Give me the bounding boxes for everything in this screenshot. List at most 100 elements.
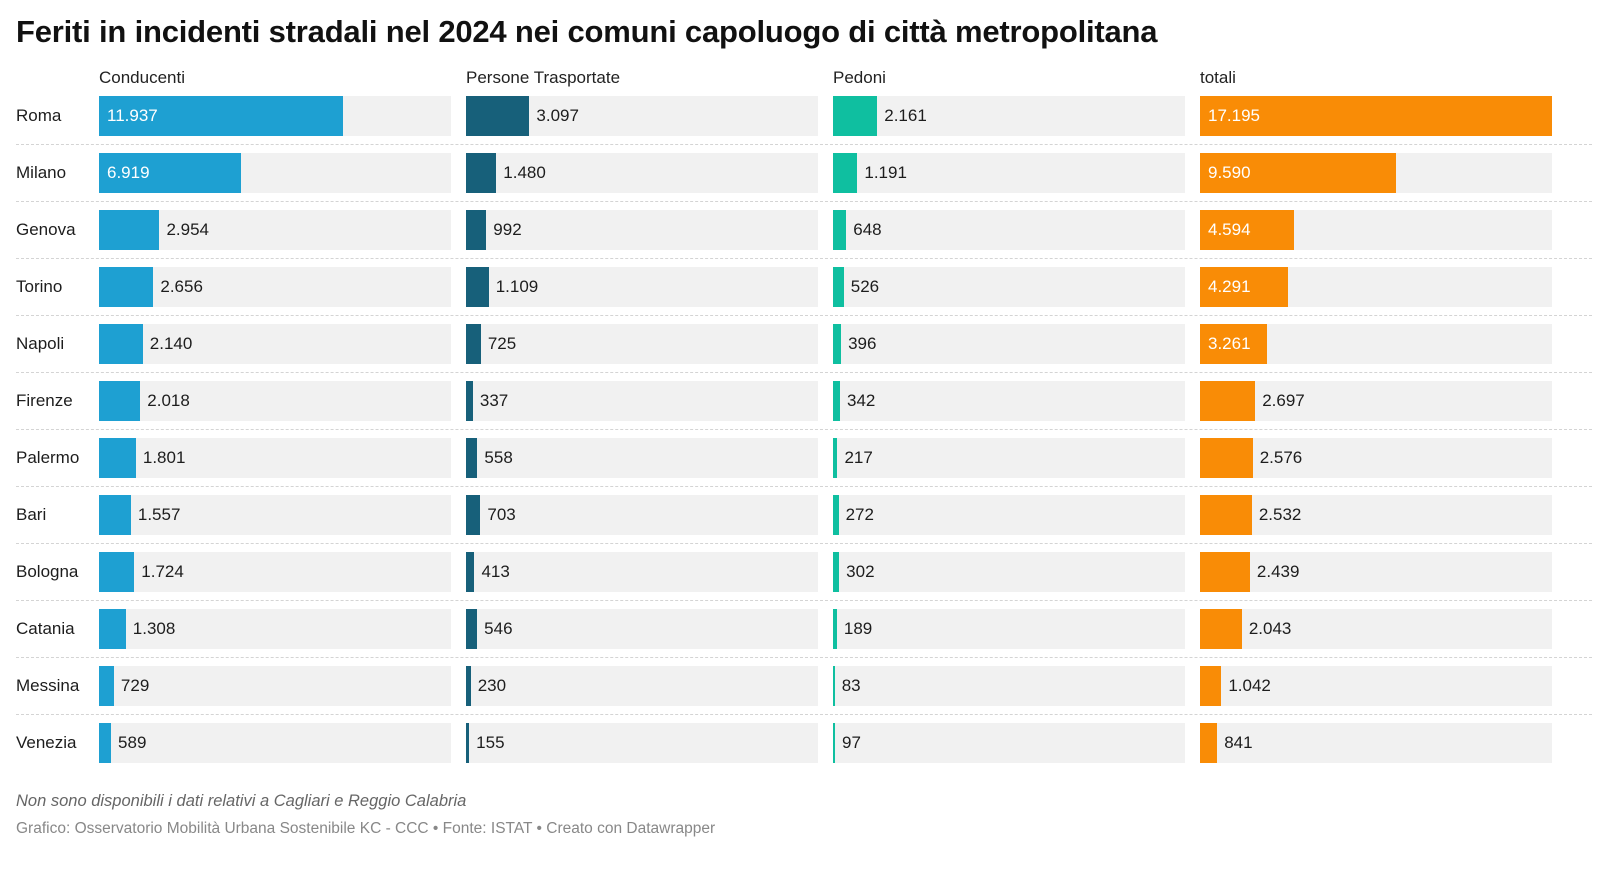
value-label: 725: [487, 334, 517, 353]
value-label: 337: [479, 391, 509, 410]
bar-conducenti-venezia: [99, 723, 112, 763]
value-label: 1.308: [132, 619, 176, 638]
value-label: 558: [484, 448, 513, 467]
bar-conducenti-genova: [99, 210, 160, 250]
value-label: 546: [484, 619, 513, 638]
bar-persone-trasportate-milano: [466, 153, 497, 193]
bar-pedoni-napoli: [833, 324, 842, 364]
value-label: 2.161: [884, 106, 927, 125]
value-label: 2.954: [166, 220, 210, 239]
value-label: 1.724: [141, 562, 184, 581]
bar-track: 558: [466, 438, 818, 478]
bar-track: 841: [1200, 723, 1552, 763]
row-label-venezia: Venezia: [16, 733, 77, 752]
value-label: 230: [477, 676, 507, 695]
bar-track: 2.161: [833, 96, 1185, 136]
bar-track: 1.042: [1200, 666, 1552, 706]
bar-track: 1.801: [99, 438, 451, 478]
column-header-pedoni: Pedoni: [833, 68, 886, 87]
bar-track: 3.261: [1200, 324, 1552, 364]
bar-track: 337: [466, 381, 818, 421]
bar-conducenti-firenze: [99, 381, 141, 421]
bar-totali-messina: [1200, 666, 1222, 706]
value-label: 17.195: [1208, 106, 1260, 125]
value-label: 342: [847, 391, 876, 410]
bar-track: 546: [466, 609, 818, 649]
value-label: 9.590: [1208, 163, 1251, 182]
row-label-bari: Bari: [16, 505, 47, 524]
value-label: 2.532: [1258, 505, 1302, 524]
bar-totali-catania: [1200, 609, 1242, 649]
row-separator: [16, 201, 1592, 202]
bar-track: 2.954: [99, 210, 451, 250]
row-label-roma: Roma: [16, 106, 62, 125]
bar-track: 725: [466, 324, 818, 364]
bar-track: 2.656: [99, 267, 451, 307]
value-label: 2.656: [160, 277, 203, 296]
bar-totali-torino: [1200, 267, 1288, 307]
row-label-milano: Milano: [16, 163, 67, 182]
value-label: 4.594: [1208, 220, 1251, 239]
bar-totali-genova: [1200, 210, 1295, 250]
bar-track: 155: [466, 723, 818, 763]
bar-track: 17.195: [1200, 96, 1552, 136]
bar-track: 2.576: [1200, 438, 1552, 478]
row-label-messina: Messina: [16, 676, 80, 695]
bar-pedoni-bari: [833, 495, 839, 535]
value-label: 11.937: [107, 106, 158, 125]
value-label: 2.439: [1256, 562, 1300, 581]
bar-track: 2.140: [99, 324, 451, 364]
bar-conducenti-bologna: [99, 552, 135, 592]
bar-totali-venezia: [1200, 723, 1218, 763]
value-label: 6.919: [107, 163, 150, 182]
bar-track: 3.097: [466, 96, 818, 136]
bar-pedoni-venezia: [833, 723, 835, 763]
row-separator: [16, 486, 1592, 487]
value-label: 1.042: [1228, 676, 1271, 695]
row-label-palermo: Palermo: [16, 448, 80, 467]
value-label: 729: [120, 676, 150, 695]
value-label: 526: [850, 277, 880, 296]
bar-track: 2.018: [99, 381, 451, 421]
bar-track: 83: [833, 666, 1185, 706]
bar-conducenti-roma: [99, 96, 344, 136]
bar-track: 4.291: [1200, 267, 1552, 307]
bar-track: 217: [833, 438, 1185, 478]
value-label: 1.801: [142, 448, 186, 467]
row-label-torino: Torino: [16, 277, 63, 296]
bar-pedoni-milano: [833, 153, 858, 193]
bar-conducenti-milano: [99, 153, 241, 193]
bar-pedoni-roma: [833, 96, 878, 136]
bar-track: 526: [833, 267, 1185, 307]
row-separator: [16, 372, 1592, 373]
row-separator: [16, 600, 1592, 601]
bar-totali-milano: [1200, 153, 1397, 193]
bar-persone-trasportate-venezia: [466, 723, 470, 763]
value-label: 1.191: [864, 163, 907, 182]
bar-track: 703: [466, 495, 818, 535]
value-label: 992: [493, 220, 522, 239]
bar-track: 2.532: [1200, 495, 1552, 535]
bar-totali-napoli: [1200, 324, 1267, 364]
chart-title: Feriti in incidenti stradali nel 2024 ne…: [16, 14, 1158, 49]
row-label-genova: Genova: [16, 220, 76, 239]
value-label: 1.557: [137, 505, 181, 524]
bar-track: 11.937: [99, 96, 451, 136]
bar-persone-trasportate-catania: [466, 609, 478, 649]
value-label: 2.697: [1262, 391, 1305, 410]
row-separator: [16, 315, 1592, 316]
bar-track: 230: [466, 666, 818, 706]
bar-persone-trasportate-messina: [466, 666, 471, 706]
bar-pedoni-torino: [833, 267, 844, 307]
value-label: 413: [481, 562, 510, 581]
bar-track: 648: [833, 210, 1185, 250]
value-label: 648: [853, 220, 882, 239]
chart-note: Non sono disponibili i dati relativi a C…: [16, 792, 467, 810]
bar-pedoni-messina: [833, 666, 835, 706]
bar-track: 589: [99, 723, 451, 763]
value-label: 2.140: [149, 334, 193, 353]
bar-track: 9.590: [1200, 153, 1552, 193]
bar-track: 1.109: [466, 267, 818, 307]
row-separator: [16, 657, 1592, 658]
value-label: 83: [841, 676, 861, 695]
